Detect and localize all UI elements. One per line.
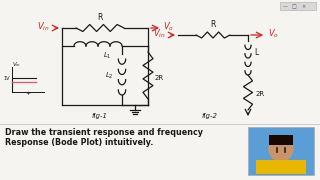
Text: ×: × — [301, 4, 305, 10]
Text: $L_2$: $L_2$ — [105, 71, 113, 81]
Text: 1V: 1V — [4, 75, 10, 80]
Text: 2R: 2R — [256, 91, 265, 96]
Bar — [248, 127, 314, 175]
Text: $V_o$: $V_o$ — [268, 28, 279, 40]
Text: $L_1$: $L_1$ — [103, 51, 111, 61]
Text: fig-2: fig-2 — [202, 113, 218, 119]
Text: $V_{in}$: $V_{in}$ — [12, 60, 21, 69]
Text: Response (Bode Plot) intuitively.: Response (Bode Plot) intuitively. — [5, 138, 153, 147]
Text: □: □ — [292, 4, 297, 10]
FancyBboxPatch shape — [256, 160, 306, 174]
Text: +: + — [25, 91, 31, 96]
Text: $V_o$: $V_o$ — [163, 21, 174, 33]
Text: R: R — [97, 13, 103, 22]
Text: —: — — [283, 4, 288, 10]
Text: L: L — [254, 48, 258, 57]
Bar — [269, 135, 293, 145]
Text: $V_{in}$: $V_{in}$ — [153, 28, 166, 40]
Text: Draw the transient response and frequency: Draw the transient response and frequenc… — [5, 128, 203, 137]
Circle shape — [269, 137, 293, 161]
Text: fig-1: fig-1 — [92, 113, 108, 119]
Text: R: R — [210, 20, 216, 29]
Text: $V_{in}$: $V_{in}$ — [37, 21, 50, 33]
Text: 2R: 2R — [155, 75, 164, 82]
Bar — [280, 2, 316, 10]
